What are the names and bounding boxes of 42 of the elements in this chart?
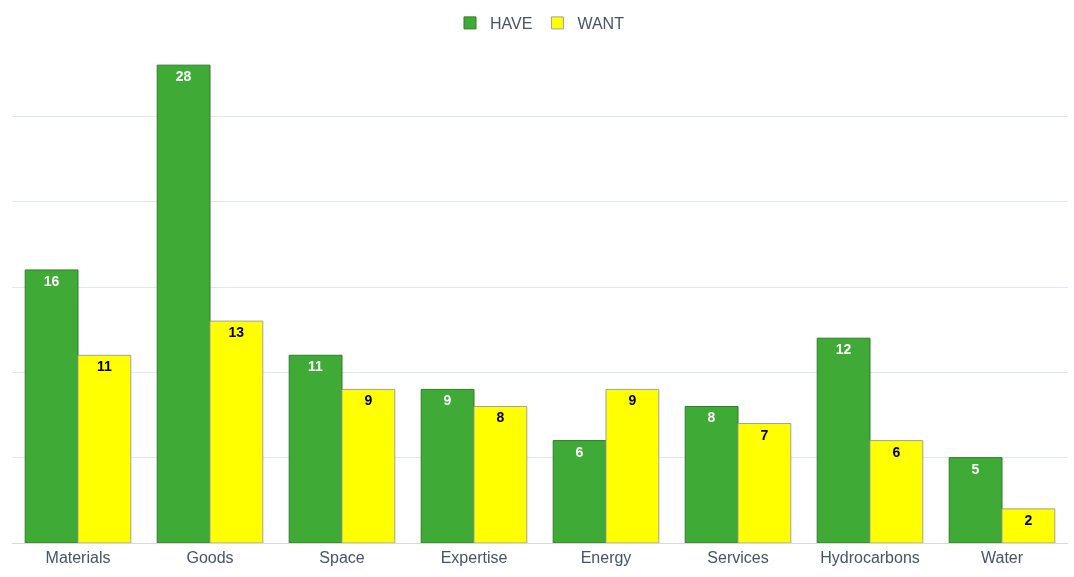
data-label: 2 xyxy=(1024,511,1033,528)
bar xyxy=(552,440,607,543)
legend-label: HAVE xyxy=(490,15,533,33)
legend-label: WANT xyxy=(577,15,625,33)
data-label: 16 xyxy=(43,272,60,289)
data-label: 6 xyxy=(575,443,584,460)
bar xyxy=(24,269,79,543)
bar xyxy=(948,457,1003,543)
x-tick-label: Energy xyxy=(580,549,632,567)
bar xyxy=(156,64,211,543)
x-tick-label: Expertise xyxy=(440,549,508,567)
data-label: 9 xyxy=(443,392,452,409)
data-label: 8 xyxy=(707,409,716,426)
bar xyxy=(288,354,343,543)
bar xyxy=(420,388,475,543)
x-tick-label: Services xyxy=(707,549,769,567)
bar xyxy=(341,388,396,543)
bar xyxy=(684,405,739,543)
data-label: 12 xyxy=(835,341,852,358)
bar xyxy=(816,337,871,543)
data-label: 28 xyxy=(175,68,192,85)
x-tick-label: Space xyxy=(319,549,365,567)
x-tick-label: Materials xyxy=(45,549,111,567)
x-tick-label: Water xyxy=(980,549,1024,567)
x-tick-label: Hydrocarbons xyxy=(820,549,920,567)
data-label: 6 xyxy=(892,443,901,460)
data-label: 5 xyxy=(971,460,980,477)
bar xyxy=(77,354,132,543)
bar xyxy=(209,320,264,543)
x-tick-label: Goods xyxy=(186,549,234,567)
data-label: 13 xyxy=(228,324,245,341)
bar xyxy=(869,440,924,543)
bar xyxy=(1001,508,1056,543)
bar xyxy=(737,423,792,543)
data-label: 7 xyxy=(760,426,769,443)
data-label: 9 xyxy=(364,392,373,409)
bar xyxy=(605,388,660,543)
data-label: 8 xyxy=(496,409,505,426)
data-label: 11 xyxy=(308,358,324,375)
data-label: 9 xyxy=(628,392,637,409)
data-label: 11 xyxy=(96,358,112,375)
bar xyxy=(473,405,528,543)
